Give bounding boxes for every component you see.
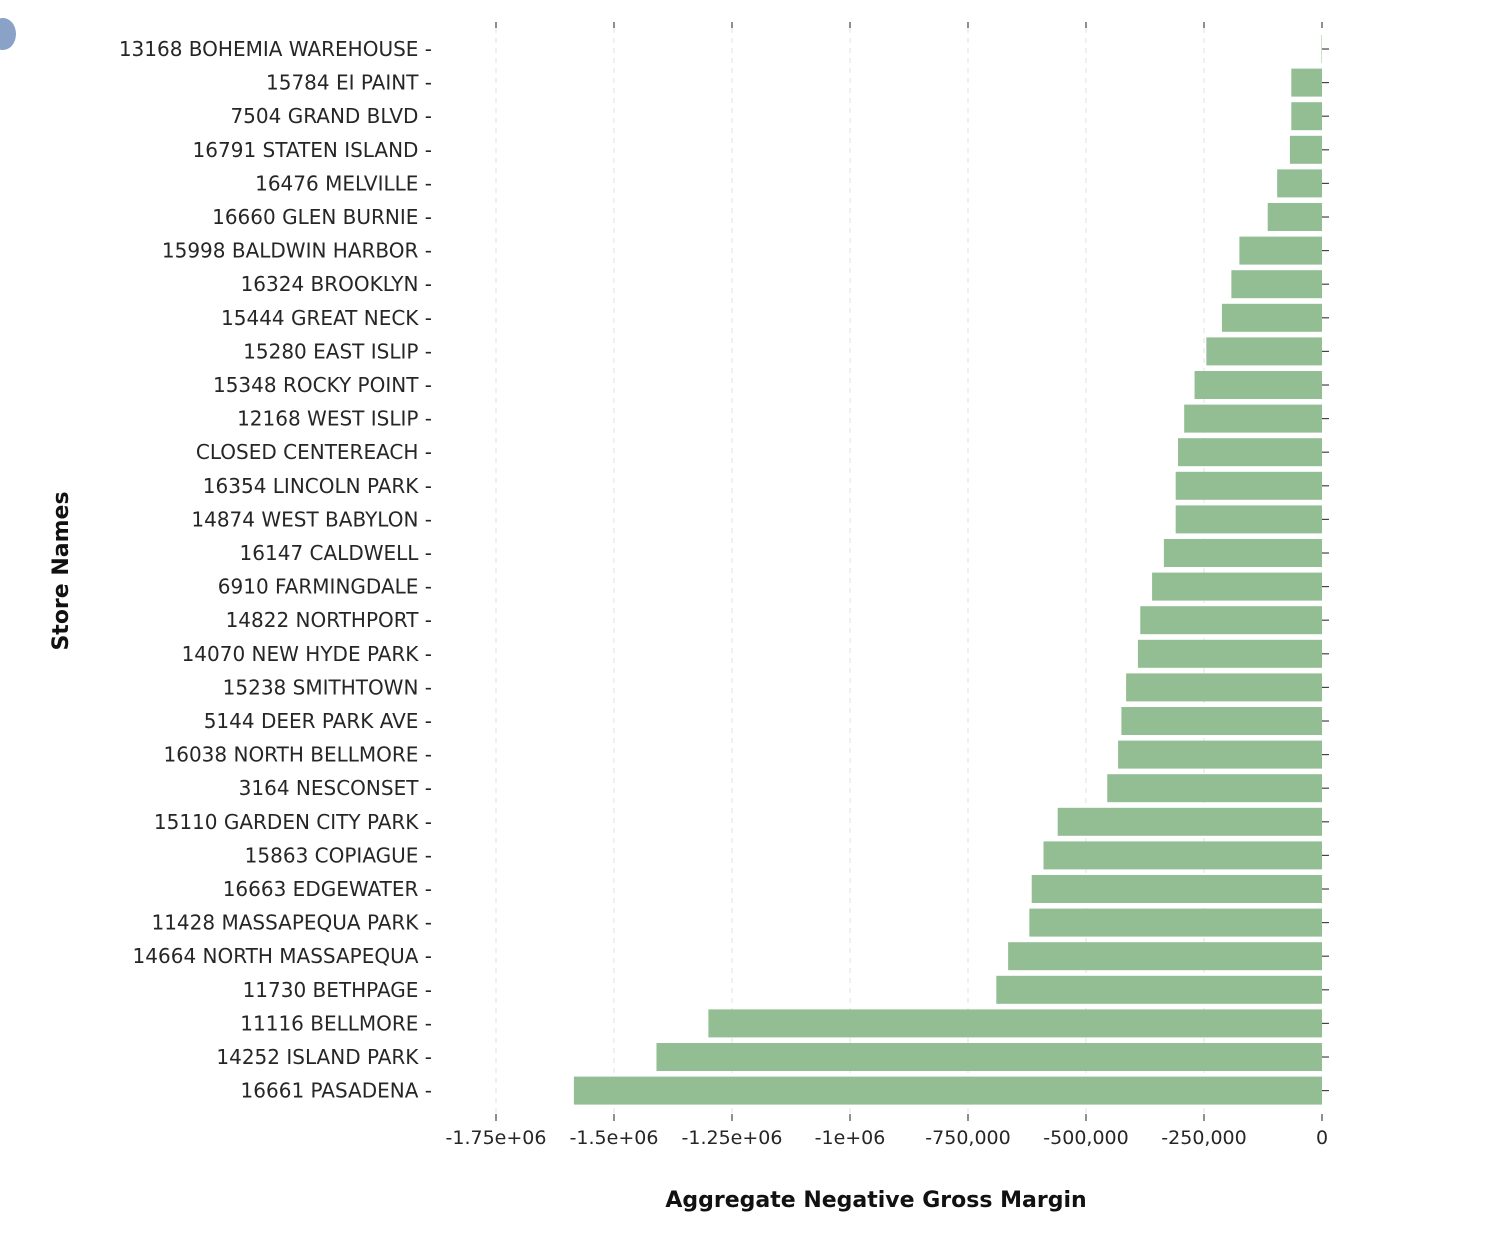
bar <box>1118 740 1322 769</box>
y-tick-label: 11730 BETHPAGE - <box>243 978 432 1002</box>
y-tick-label: 15863 COPIAGUE - <box>245 843 432 867</box>
x-tick-label: -1.5e+06 <box>570 1127 659 1149</box>
y-tick-label: 13168 BOHEMIA WAREHOUSE - <box>119 37 432 61</box>
bar <box>1291 102 1322 131</box>
y-tick-label: 16660 GLEN BURNIE - <box>212 205 432 229</box>
bar <box>1043 841 1322 870</box>
bar <box>656 1043 1322 1071</box>
bar <box>1107 774 1322 803</box>
y-tick-label: 15348 ROCKY POINT - <box>213 373 432 397</box>
y-tick-label: 15110 GARDEN CITY PARK - <box>154 810 432 834</box>
x-tick-label: -500,000 <box>1043 1127 1128 1149</box>
y-tick-label: 15444 GREAT NECK - <box>221 306 432 330</box>
y-tick-label: 6910 FARMINGDALE - <box>218 575 432 599</box>
bar <box>1277 169 1322 198</box>
bar <box>996 975 1322 1004</box>
y-tick-label: 3164 NESCONSET - <box>239 776 432 800</box>
x-axis-title: Aggregate Negative Gross Margin <box>665 1188 1086 1213</box>
bar <box>1008 942 1322 971</box>
bar <box>1289 135 1322 164</box>
y-tick-label: 15280 EAST ISLIP - <box>243 339 432 363</box>
bar <box>1221 303 1322 332</box>
bar <box>1121 707 1322 735</box>
window-corner-dot <box>0 18 16 50</box>
y-tick-label: 14822 NORTHPORT - <box>226 608 432 632</box>
y-tick-label: 15784 EI PAINT - <box>266 71 432 95</box>
bar <box>1163 539 1322 567</box>
y-tick-label: 5144 DEER PARK AVE - <box>204 709 432 733</box>
bar <box>1184 404 1322 433</box>
y-tick-label: 14252 ISLAND PARK - <box>216 1045 432 1069</box>
x-tick-label: 0 <box>1316 1127 1328 1149</box>
y-tick-label: 16663 EDGEWATER - <box>223 877 432 901</box>
x-tick-label: -1e+06 <box>815 1127 886 1149</box>
y-tick-label: 16147 CALDWELL - <box>240 541 432 565</box>
y-tick-label: 16354 LINCOLN PARK - <box>203 474 432 498</box>
y-tick-label: 12168 WEST ISLIP - <box>237 407 432 431</box>
bar <box>1206 337 1322 366</box>
y-tick-label: 7504 GRAND BLVD - <box>230 104 432 128</box>
bar <box>1267 203 1322 231</box>
x-tick-label: -750,000 <box>925 1127 1010 1149</box>
bar <box>1152 572 1322 601</box>
bar <box>1140 606 1322 635</box>
y-tick-label: 14874 WEST BABYLON - <box>191 507 432 531</box>
bar <box>1291 68 1322 97</box>
y-tick-label: CLOSED CENTEREACH - <box>196 440 432 464</box>
y-tick-label: 11116 BELLMORE - <box>240 1011 432 1035</box>
y-tick-label: 16791 STATEN ISLAND - <box>193 138 432 162</box>
bar <box>1239 236 1322 265</box>
bar <box>1194 371 1322 399</box>
y-tick-label: 16324 BROOKLYN - <box>241 272 432 296</box>
y-tick-label: 16476 MELVILLE - <box>255 171 432 195</box>
bar <box>1231 270 1322 299</box>
bar <box>573 1076 1322 1105</box>
y-tick-label: 15238 SMITHTOWN - <box>223 675 432 699</box>
bar <box>1057 807 1322 836</box>
x-tick-label: -1.75e+06 <box>446 1127 547 1149</box>
bar <box>708 1009 1322 1038</box>
bar <box>1178 438 1322 467</box>
y-tick-label: 14070 NEW HYDE PARK - <box>182 642 432 666</box>
y-tick-label: 16038 NORTH BELLMORE - <box>164 743 433 767</box>
y-tick-label: 16661 PASADENA - <box>241 1079 432 1103</box>
bar <box>1175 471 1322 500</box>
y-tick-label: 11428 MASSAPEQUA PARK - <box>151 911 432 935</box>
bar <box>1175 505 1322 534</box>
bar <box>1126 673 1322 702</box>
x-tick-label: -1.25e+06 <box>682 1127 783 1149</box>
y-axis-title: Store Names <box>49 491 74 650</box>
bar <box>1029 908 1322 937</box>
bar <box>1137 639 1322 668</box>
bar <box>1031 875 1322 903</box>
x-tick-label: -250,000 <box>1161 1127 1246 1149</box>
y-tick-label: 14664 NORTH MASSAPEQUA - <box>133 944 432 968</box>
y-tick-label: 15998 BALDWIN HARBOR - <box>162 239 432 263</box>
